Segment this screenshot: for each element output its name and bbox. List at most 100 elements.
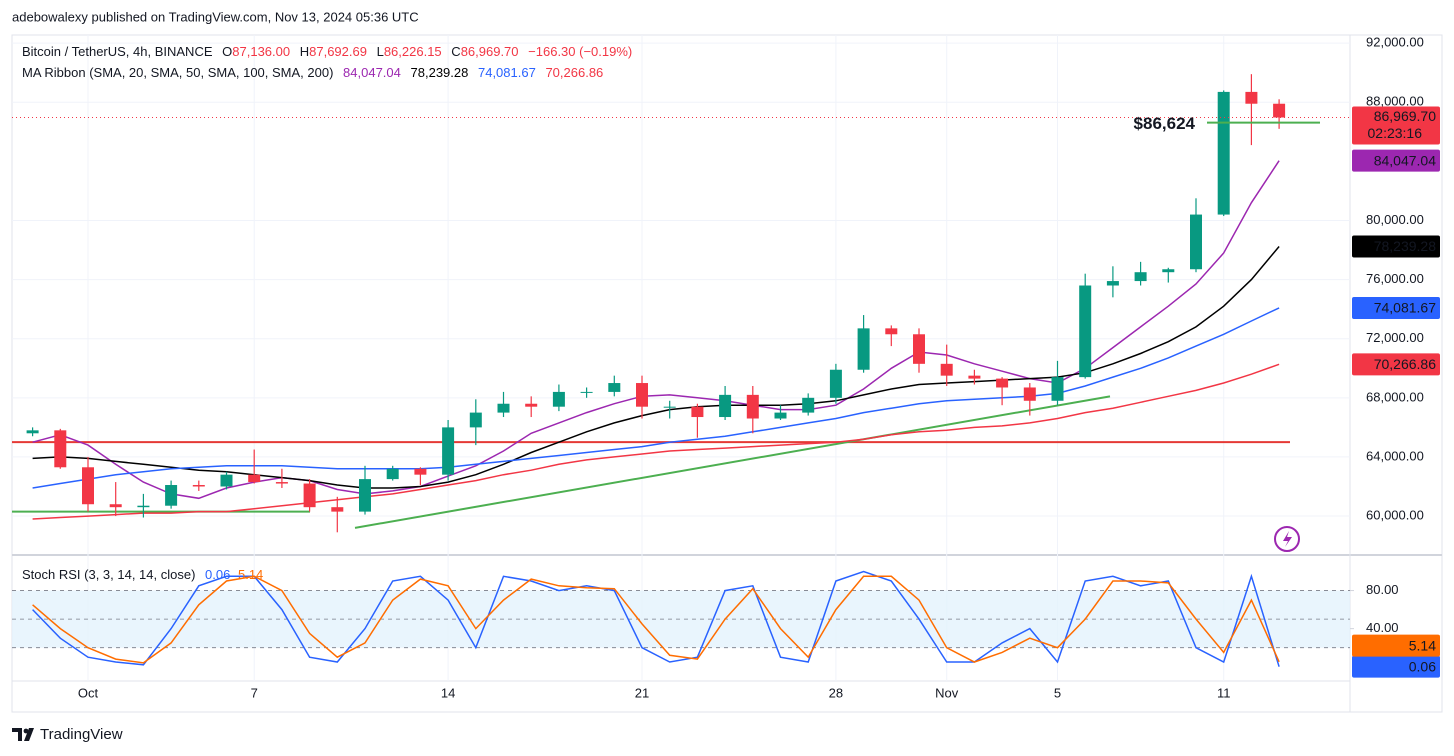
candle-body bbox=[802, 397, 815, 413]
candle-body bbox=[1051, 377, 1064, 401]
candle-body bbox=[885, 328, 898, 335]
ribbon-value: 74,081.67 bbox=[478, 65, 536, 80]
y-tick-label: 40.00 bbox=[1366, 620, 1399, 635]
ohlc-h: H bbox=[300, 44, 309, 59]
candle-body bbox=[165, 485, 178, 506]
candle-body bbox=[220, 474, 233, 487]
candle-body bbox=[525, 403, 538, 407]
candle-body bbox=[1190, 214, 1202, 270]
candle-body bbox=[829, 369, 842, 398]
ohlc-o: O bbox=[222, 44, 232, 59]
candle-body bbox=[469, 412, 482, 428]
grid bbox=[12, 35, 1354, 681]
candle-body bbox=[303, 483, 316, 508]
candle-body bbox=[996, 378, 1009, 388]
annotation-label: $86,624 bbox=[1134, 114, 1196, 133]
price-badge-label: 0.06 bbox=[1409, 658, 1436, 674]
candle-body bbox=[1217, 91, 1230, 215]
price-badge-label: 74,081.67 bbox=[1374, 300, 1436, 316]
x-tick-label: 11 bbox=[1217, 685, 1231, 700]
candle-body bbox=[940, 363, 953, 376]
candle-body bbox=[1134, 272, 1147, 282]
candle-body bbox=[359, 479, 371, 512]
price-badge bbox=[1352, 296, 1440, 319]
symbol-title: Bitcoin / TetherUS, 4h, BINANCE bbox=[22, 44, 213, 59]
candle-body bbox=[26, 430, 39, 434]
y-tick-label: 92,000.00 bbox=[1366, 35, 1424, 50]
x-tick-label: 5 bbox=[1054, 685, 1061, 700]
candle-body bbox=[1079, 285, 1092, 378]
tv-logo: TradingView bbox=[12, 726, 123, 743]
price-badge bbox=[1352, 634, 1440, 657]
frame bbox=[11, 34, 1443, 713]
candle-body bbox=[857, 328, 870, 370]
candle-body bbox=[608, 383, 621, 392]
price-badge-label: 5.14 bbox=[1409, 637, 1436, 653]
plot bbox=[12, 74, 1350, 667]
x-tick-label: 7 bbox=[251, 685, 258, 700]
ohlc-o-value: 87,136.00 bbox=[232, 44, 290, 59]
price-badge bbox=[1352, 655, 1440, 678]
ribbon-value: 70,266.86 bbox=[545, 65, 603, 80]
price-badge-label: 70,266.86 bbox=[1374, 356, 1436, 372]
ohlc-c-value: 86,969.70 bbox=[461, 44, 519, 59]
ribbon-value: 84,047.04 bbox=[343, 65, 401, 80]
price-badge bbox=[1352, 353, 1440, 376]
lightning-icon bbox=[1274, 526, 1300, 552]
price-badge bbox=[1352, 235, 1440, 258]
candle-body bbox=[636, 383, 648, 407]
ribbon-value: 78,239.28 bbox=[411, 65, 469, 80]
legend-ribbon: MA Ribbon (SMA, 20, SMA, 50, SMA, 100, S… bbox=[22, 65, 603, 80]
candle-body bbox=[1106, 281, 1119, 286]
candle-body bbox=[552, 391, 565, 407]
series-line bbox=[32, 307, 1280, 489]
candle-body bbox=[386, 468, 399, 480]
ohlc-c: C bbox=[451, 44, 460, 59]
candle-body bbox=[774, 412, 787, 419]
candle-body bbox=[331, 507, 344, 512]
publisher: adebowalexy published on TradingView.com… bbox=[12, 9, 419, 24]
series-line bbox=[32, 570, 1280, 667]
ohlc-h-value: 87,692.69 bbox=[309, 44, 367, 59]
price-badge bbox=[1352, 106, 1440, 145]
y-tick-label: 72,000.00 bbox=[1366, 330, 1424, 345]
price-badge bbox=[1352, 149, 1440, 172]
candle-body bbox=[1245, 91, 1258, 104]
countdown: 02:23:16 bbox=[1368, 125, 1423, 141]
ohlc-l-value: 86,226.15 bbox=[384, 44, 442, 59]
price-badge-label: 84,047.04 bbox=[1374, 152, 1436, 168]
candle-body bbox=[248, 474, 261, 483]
candle-body bbox=[968, 375, 981, 379]
candle-body bbox=[1023, 387, 1036, 401]
candle-body bbox=[1162, 269, 1175, 273]
y-tick-label: 60,000.00 bbox=[1366, 507, 1424, 522]
legend-main: Bitcoin / TetherUS, 4h, BINANCE O87,136.… bbox=[22, 44, 632, 59]
series-line bbox=[32, 575, 1280, 664]
candle-body bbox=[913, 334, 925, 364]
price-badge-label: 86,969.70 bbox=[1374, 108, 1436, 124]
trendline bbox=[354, 395, 1111, 529]
candle-body bbox=[663, 406, 676, 408]
candle-body bbox=[137, 505, 150, 508]
y-tick-label: 64,000.00 bbox=[1366, 448, 1424, 463]
stoch-value: 5.14 bbox=[238, 567, 263, 582]
candle-body bbox=[54, 430, 67, 468]
candle-body bbox=[497, 403, 510, 413]
y-tick-label: 80,000.00 bbox=[1366, 212, 1424, 227]
x-tick-label: 14 bbox=[441, 685, 455, 700]
candle-body bbox=[746, 394, 759, 419]
candle-body bbox=[192, 485, 205, 487]
stoch-title: Stoch RSI (3, 3, 14, 14, close) bbox=[22, 567, 195, 582]
overlay: Bitcoin / TetherUS, 4h, BINANCE O87,136.… bbox=[12, 35, 1440, 743]
x-tick-label: 21 bbox=[635, 685, 649, 700]
y-tick-label: 80.00 bbox=[1366, 582, 1399, 597]
stoch-value: 0.06 bbox=[205, 567, 230, 582]
candle-body bbox=[691, 406, 704, 418]
price-badge-label: 78,239.28 bbox=[1374, 238, 1436, 254]
candle-body bbox=[442, 427, 455, 475]
ribbon-label: MA Ribbon (SMA, 20, SMA, 50, SMA, 100, S… bbox=[22, 65, 333, 80]
candle-body bbox=[82, 467, 94, 505]
brand: TradingView bbox=[40, 726, 123, 743]
change: −166.30 (−0.19%) bbox=[528, 44, 632, 59]
